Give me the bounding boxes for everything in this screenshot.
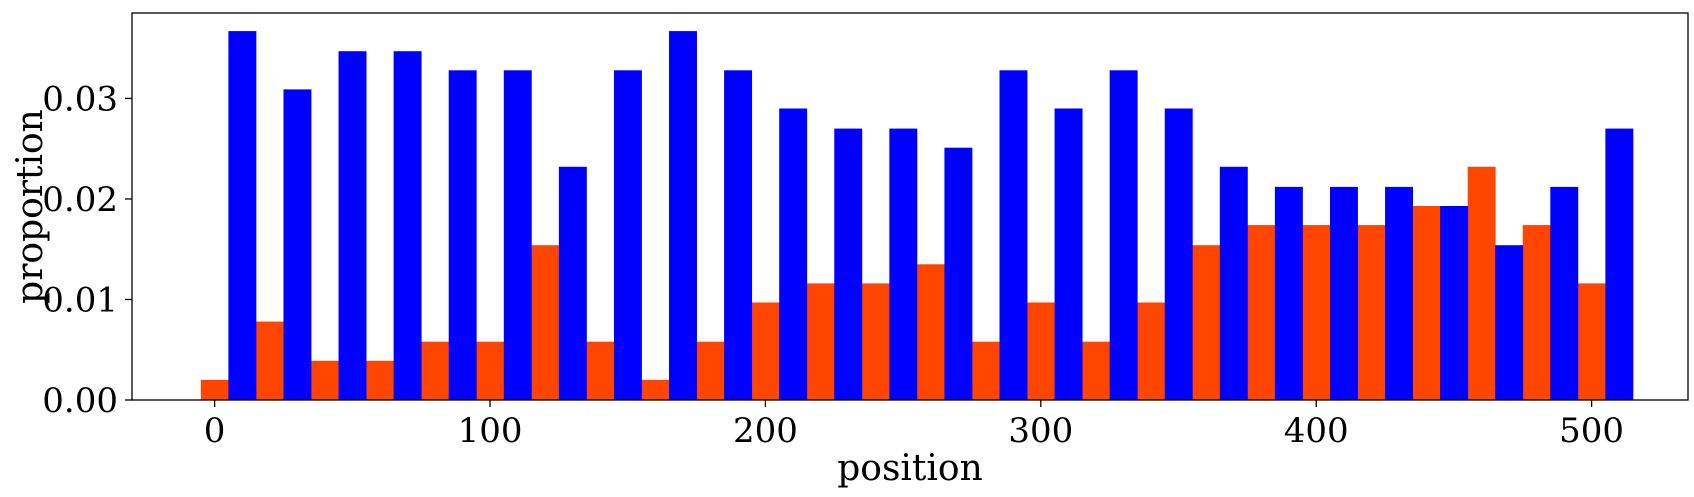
bar-series-0-bin-8 [641,379,670,400]
bars-group [200,31,1634,401]
bar-series-1-bin-17 [1164,108,1193,401]
bar-series-1-bin-6 [558,166,587,400]
bar-series-1-bin-3 [393,51,422,401]
bar-series-0-bin-4 [421,341,450,400]
x-tick-label: 300 [1008,411,1073,451]
plot-frame [131,12,1689,401]
bar-series-1-bin-14 [999,70,1028,400]
bar-series-0-bin-9 [696,341,725,400]
bar-series-1-bin-20 [1329,186,1358,400]
bar-series-0-bin-20 [1302,225,1331,400]
bar-series-0-bin-5 [476,341,505,400]
bar-series-0-bin-25 [1577,283,1606,400]
x-axis-ticks: 0 100 200 300 400 500 [204,400,1624,451]
bar-series-1-bin-7 [613,70,642,400]
bar-series-1-bin-21 [1385,186,1414,400]
x-tick-label: 0 [204,411,226,451]
y-axis-ticks: 0.00 0.01 0.02 0.03 [42,79,132,421]
bar-series-0-bin-21 [1357,225,1386,400]
bar-series-0-bin-3 [366,360,395,400]
bar-series-1-bin-19 [1274,186,1303,400]
y-tick-label: 0.03 [42,79,118,119]
bar-series-0-bin-23 [1467,166,1496,400]
bar-series-1-bin-12 [889,128,918,400]
bar-series-1-bin-0 [228,31,257,400]
bar-series-1-bin-1 [283,89,312,400]
bar-series-1-bin-16 [1109,70,1138,400]
bar-series-1-bin-8 [669,31,697,400]
bar-series-0-bin-10 [751,302,780,400]
bar-series-0-bin-12 [861,283,890,400]
x-tick-label: 200 [733,411,798,451]
bar-series-0-bin-14 [971,341,1000,400]
bar-series-0-bin-22 [1412,205,1441,400]
x-tick-label: 400 [1284,411,1349,451]
bar-series-0-bin-2 [311,360,339,400]
bar-series-1-bin-15 [1054,108,1083,401]
bar-series-0-bin-16 [1082,341,1111,400]
bar-series-1-bin-22 [1440,205,1469,400]
bar-series-1-bin-2 [338,51,367,401]
x-axis-label: position [837,448,983,489]
bar-series-0-bin-17 [1137,302,1166,400]
bar-series-0-bin-18 [1192,245,1221,400]
bar-series-1-bin-9 [724,70,753,400]
bar-series-0-bin-15 [1027,302,1055,400]
bar-series-1-bin-4 [448,70,477,400]
bar-series-1-bin-11 [834,128,863,400]
bar-series-0-bin-1 [255,321,284,400]
bar-series-1-bin-25 [1605,128,1634,400]
bar-series-1-bin-24 [1550,186,1579,400]
bar-series-1-bin-10 [779,108,808,401]
y-tick-label: 0.01 [42,280,118,320]
y-tick-label: 0.00 [42,381,118,421]
bar-series-1-bin-18 [1219,166,1248,400]
bar-series-0-bin-11 [806,283,835,400]
x-tick-label: 100 [458,411,523,451]
bar-series-0-bin-24 [1522,225,1551,400]
y-tick-label: 0.02 [42,180,118,220]
bar-series-0-bin-13 [916,264,945,400]
y-axis-label: proportion [10,109,51,304]
bar-series-0-bin-7 [586,341,615,400]
x-tick-label: 500 [1559,411,1624,451]
bar-series-1-bin-5 [503,70,532,400]
bar-series-1-bin-13 [944,147,973,400]
bar-series-0-bin-19 [1247,225,1276,400]
bar-series-0-bin-6 [531,245,560,400]
bar-series-1-bin-23 [1495,245,1524,400]
bar-series-0-bin-0 [200,379,229,400]
